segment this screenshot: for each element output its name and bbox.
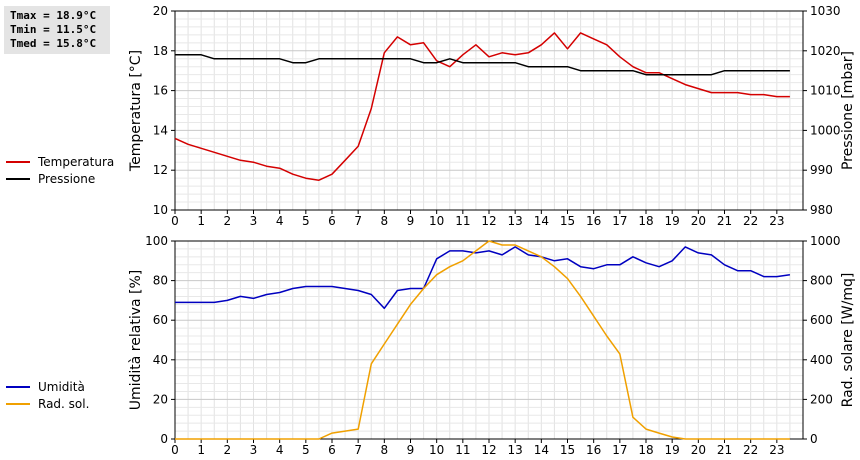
p1-series-0-line [174,32,790,181]
tmed-text: Tmed = 15.8°C [10,37,97,50]
p1-x-tick-label: 8 [381,214,389,228]
p1-y-tick-label: 14 [153,123,168,137]
p1-x-tick-label: 7 [354,214,362,228]
p2-x-tick-label: 0 [171,443,179,457]
p2-y-tick-label: 80 [153,274,168,288]
tmin-text: Tmin = 11.5°C [10,23,97,36]
legend-item-umidita: Umidità [6,378,89,395]
p2-x-tick-label: 9 [407,443,415,457]
p1-x-tick-label: 3 [250,214,258,228]
p1-x-tick-label: 17 [612,214,627,228]
p1-x-tick-label: 22 [743,214,758,228]
legend-bottom-items: Umidità Rad. sol. [6,378,89,412]
p2-x-tick-label: 4 [276,443,284,457]
p1-x-tick-label: 16 [586,214,601,228]
legend-label-pressione: Pressione [38,171,96,186]
p1-y2-tick-label: 990 [810,163,833,177]
p2-y2-axis-title: Rad. solare [W/mq] [840,273,856,408]
p2-y2-tick-label: 1000 [810,234,841,248]
legend-label-umidita: Umidità [38,379,85,394]
legend-item-pressione: Pressione [6,170,114,187]
p2-x-tick-label: 11 [455,443,470,457]
p2-x-tick-label: 2 [224,443,232,457]
legend-label-temperatura: Temperatura [38,154,115,169]
p1-x-tick-label: 1 [197,214,205,228]
p2-x-tick-label: 22 [743,443,758,457]
legend-swatch-pressione [6,177,30,180]
p2-x-tick-label: 12 [481,443,496,457]
p2-x-tick-label: 5 [302,443,310,457]
p1-x-tick-label: 15 [560,214,575,228]
legend-swatch-umidita [6,385,30,388]
p2-x-tick-label: 7 [354,443,362,457]
p1-y-tick-label: 12 [153,163,168,177]
p1-x-tick-label: 11 [455,214,470,228]
p1-y-tick-label: 18 [153,44,168,58]
p2-y2-tick-label: 800 [810,274,833,288]
legend-swatch-radsol [6,402,30,405]
p2-y-tick-label: 100 [145,234,168,248]
p1-y-tick-label: 16 [153,84,168,98]
p2-y2-tick-label: 400 [810,353,833,367]
p2-x-tick-label: 10 [429,443,444,457]
p1-y2-tick-label: 1020 [810,44,841,58]
p2-y-axis-title: Umidità relativa [%] [128,270,144,411]
tmax-text: Tmax = 18.9°C [10,9,97,22]
p2-x-tick-label: 16 [586,443,601,457]
p1-x-tick-label: 21 [717,214,732,228]
p2-x-tick-label: 8 [381,443,389,457]
p2-x-tick-label: 20 [691,443,706,457]
p1-y2-tick-label: 980 [810,203,833,217]
p1-x-tick-label: 9 [407,214,415,228]
p2-y-tick-label: 20 [153,392,168,406]
p2-x-tick-label: 18 [638,443,653,457]
p1-x-tick-label: 10 [429,214,444,228]
p1-y-axis-title: Temperatura [°C] [128,50,144,172]
legend-swatch-temperatura [6,160,30,163]
p1-y2-tick-label: 1000 [810,123,841,137]
p2-x-tick-label: 15 [560,443,575,457]
p2-series-1-line [175,240,790,440]
p1-x-tick-label: 18 [638,214,653,228]
p2-y-tick-label: 0 [160,432,168,446]
p1-x-tick-label: 20 [691,214,706,228]
p1-x-tick-label: 14 [534,214,549,228]
p2-x-tick-label: 23 [769,443,784,457]
p2-series-0-line [175,246,791,310]
p1-x-tick-label: 4 [276,214,284,228]
p1-x-tick-label: 23 [769,214,784,228]
p1-series-1-line [175,54,790,76]
p1-x-tick-label: 2 [224,214,232,228]
p1-x-tick-label: 0 [171,214,179,228]
p2-x-tick-label: 3 [250,443,258,457]
p2-y-tick-label: 40 [153,353,168,367]
p1-y2-tick-label: 1010 [810,84,841,98]
p1-x-tick-label: 5 [302,214,310,228]
p2-x-tick-label: 17 [612,443,627,457]
legend-item-temperatura: Temperatura [6,153,114,170]
legend-label-radsol: Rad. sol. [38,396,90,411]
p2-x-tick-label: 19 [665,443,680,457]
legend-top: Temperatura Pressione [6,153,114,187]
p2-x-tick-label: 6 [328,443,336,457]
p2-y2-tick-label: 600 [810,313,833,327]
p2-x-tick-label: 14 [534,443,549,457]
p2-y2-tick-label: 200 [810,392,833,406]
stats-box: Tmax = 18.9°C Tmin = 11.5°C Tmed = 15.8°… [4,6,110,54]
p1-y2-tick-label: 1030 [810,4,841,18]
p2-y-tick-label: 60 [153,313,168,327]
p1-y-tick-label: 20 [153,4,168,18]
p2-x-tick-label: 1 [197,443,205,457]
p2-y2-tick-label: 0 [810,432,818,446]
p2-x-tick-label: 21 [717,443,732,457]
p1-x-tick-label: 12 [481,214,496,228]
p1-x-tick-label: 13 [508,214,523,228]
p2-x-tick-label: 13 [508,443,523,457]
p1-y2-axis-title: Pressione [mbar] [840,51,856,170]
p1-x-tick-label: 19 [665,214,680,228]
legend-item-radsol: Rad. sol. [6,395,89,412]
p1-y-tick-label: 10 [153,203,168,217]
p1-x-tick-label: 6 [328,214,336,228]
